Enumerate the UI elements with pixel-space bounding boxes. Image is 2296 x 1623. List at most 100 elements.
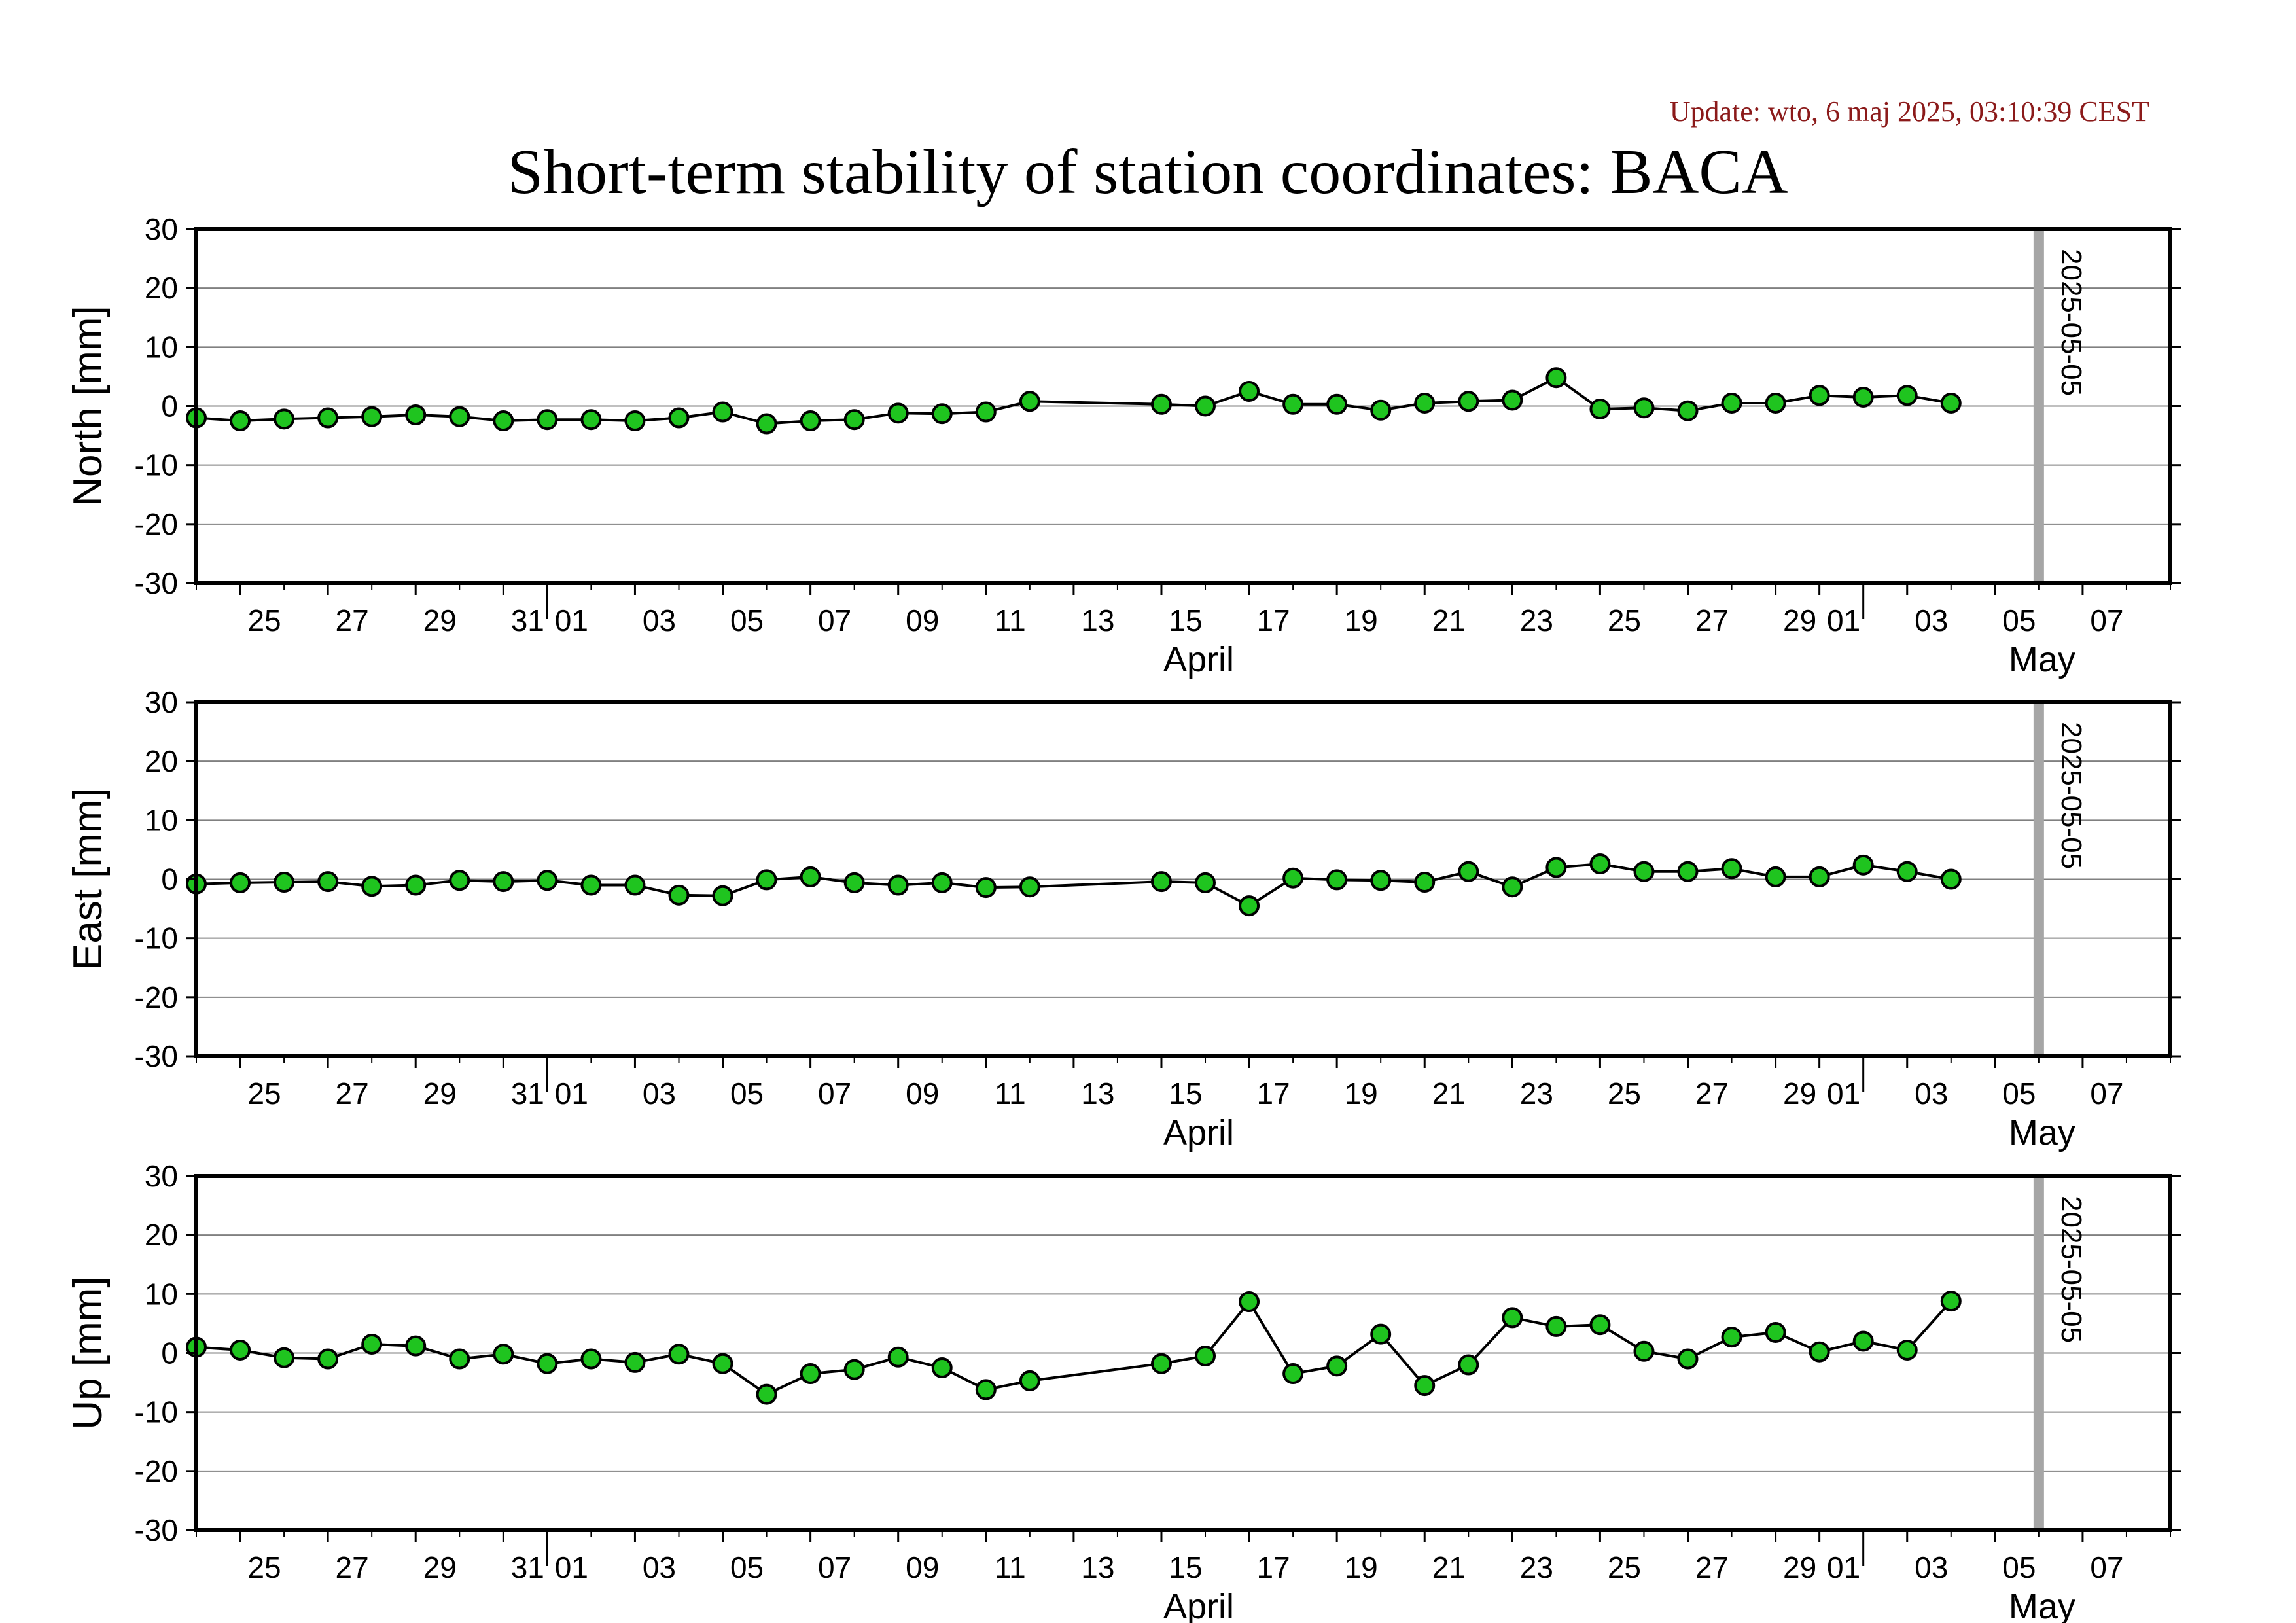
y-tick-label: 0 [161, 389, 178, 423]
y-tick-label: 10 [145, 803, 178, 837]
x-tick-label: 27 [1695, 1077, 1729, 1111]
data-point [1721, 392, 1742, 414]
month-label: May [2009, 640, 2075, 679]
y-tick-label: 0 [161, 1336, 178, 1370]
data-point [1458, 1354, 1479, 1376]
y-tick-label: 0 [161, 863, 178, 897]
month-label: April [1163, 1587, 1234, 1623]
data-point [1370, 1323, 1392, 1345]
data-point [1633, 861, 1655, 882]
x-tick-label: 13 [1081, 1550, 1114, 1584]
date-marker-label: 2025-05-05 [2055, 1196, 2087, 1343]
data-point [1677, 1348, 1699, 1370]
x-tick-label: 27 [1695, 1550, 1729, 1584]
data-point [405, 874, 427, 896]
data-point [1019, 876, 1040, 898]
x-tick-label: 31 [511, 603, 544, 637]
data-point [1852, 854, 1874, 876]
y-tick-label: 30 [145, 1159, 178, 1193]
data-point [1721, 1327, 1742, 1348]
x-tick-label: 05 [2002, 1077, 2036, 1111]
data-point [1502, 1307, 1523, 1329]
x-tick-label: 13 [1081, 1077, 1114, 1111]
data-point [1239, 1291, 1260, 1313]
x-tick-label: 23 [1520, 603, 1553, 637]
data-point [668, 407, 690, 429]
data-point [756, 413, 777, 435]
x-tick-label: 29 [1783, 1550, 1816, 1584]
data-point [668, 884, 690, 906]
data-point [1545, 1315, 1567, 1337]
month-label: April [1163, 1113, 1234, 1152]
date-marker-label: 2025-05-05 [2055, 722, 2087, 869]
data-point [1633, 397, 1655, 419]
data-point [1370, 399, 1392, 421]
data-point [493, 871, 514, 893]
data-point [1195, 1346, 1216, 1367]
data-point [1852, 1330, 1874, 1352]
data-point [800, 410, 821, 432]
data-point [1809, 866, 1830, 887]
x-tick-label: 11 [995, 1550, 1026, 1584]
x-tick-label: 17 [1256, 1550, 1290, 1584]
data-point [1809, 1341, 1830, 1363]
x-tick-label: 27 [336, 1077, 369, 1111]
data-point [931, 403, 953, 425]
data-point [449, 406, 470, 427]
y-tick-label: 20 [145, 1218, 178, 1252]
x-tick-label: 25 [1608, 1550, 1641, 1584]
data-point [537, 409, 558, 431]
x-tick-label: 17 [1256, 603, 1290, 637]
data-point [1326, 1355, 1348, 1377]
data-point [800, 866, 821, 887]
date-marker-line [2033, 229, 2044, 583]
data-point [1326, 869, 1348, 891]
y-axis-label: Up [mm] [65, 1276, 111, 1429]
x-tick-label: 03 [643, 1077, 676, 1111]
data-point [1458, 861, 1479, 882]
data-point [1195, 872, 1216, 893]
x-tick-label: 17 [1256, 1077, 1290, 1111]
x-tick-label: 19 [1345, 1550, 1378, 1584]
x-tick-label: 05 [730, 1550, 764, 1584]
data-point [361, 1333, 383, 1355]
data-point [405, 404, 427, 426]
x-tick-label: 03 [1915, 603, 1948, 637]
x-tick-label: 25 [247, 603, 281, 637]
x-tick-label: 21 [1432, 1550, 1466, 1584]
data-point [1545, 367, 1567, 389]
x-tick-label: 03 [643, 603, 676, 637]
data-point [1589, 1314, 1611, 1336]
data-point [230, 872, 251, 893]
data-point [975, 877, 997, 899]
data-point [1195, 395, 1216, 417]
data-point [800, 1363, 821, 1385]
data-point [1282, 867, 1304, 889]
data-point [624, 874, 646, 896]
data-point [1458, 391, 1479, 412]
data-point [756, 869, 777, 891]
data-point [668, 1344, 690, 1365]
y-tick-label: -10 [135, 448, 178, 482]
update-timestamp: Update: wto, 6 maj 2025, 03:10:39 CEST [1670, 96, 2149, 128]
x-tick-label: 29 [1783, 603, 1816, 637]
data-point [712, 885, 733, 906]
data-point [1940, 392, 1962, 414]
data-point [361, 406, 383, 427]
data-point [1150, 1353, 1172, 1374]
y-tick-label: -10 [135, 921, 178, 955]
data-point [274, 872, 295, 893]
data-point [843, 872, 865, 893]
data-point [580, 409, 602, 431]
x-tick-label: 11 [995, 1077, 1026, 1111]
data-point [1852, 386, 1874, 408]
x-tick-label: 05 [730, 603, 764, 637]
data-point [624, 1351, 646, 1373]
date-marker-line [2033, 702, 2044, 1056]
month-label: April [1163, 640, 1234, 679]
x-tick-label: 07 [2090, 1077, 2123, 1111]
x-tick-label: 19 [1345, 603, 1378, 637]
data-point [1502, 389, 1523, 411]
data-point [1414, 872, 1436, 893]
